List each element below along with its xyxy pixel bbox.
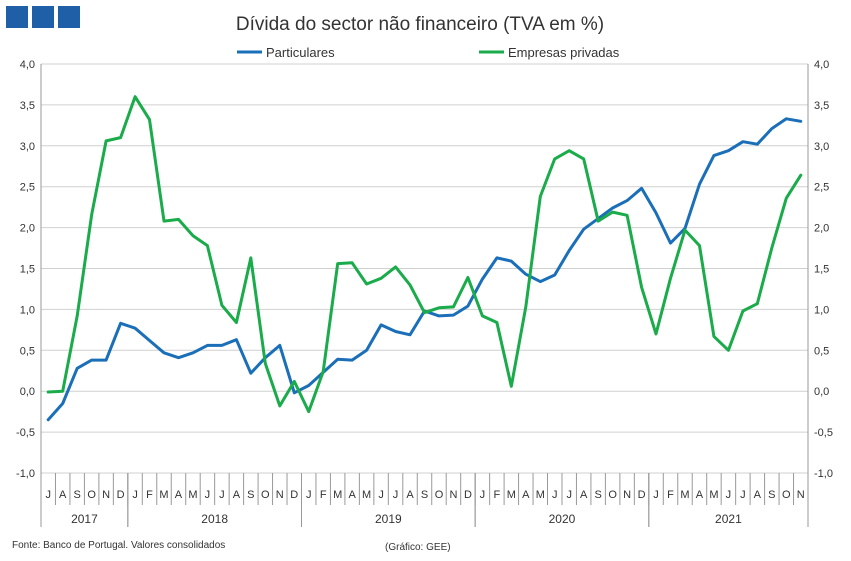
y-tick-label-right: 4,0	[814, 59, 829, 71]
month-label: J	[480, 489, 486, 501]
month-label: M	[536, 489, 545, 501]
month-label: F	[146, 489, 153, 501]
y-axis-left: -1,0 -0,5 0,0 0,5 1,0 1,5 2,0 2,5 3,0 3,5 4,0	[16, 59, 35, 480]
y-tick-label-right: 1,5	[814, 264, 829, 276]
month-label: J	[740, 489, 746, 501]
month-label: J	[306, 489, 312, 501]
month-label: M	[362, 489, 371, 501]
month-label: J	[566, 489, 572, 501]
month-label: J	[653, 489, 659, 501]
month-label: O	[782, 489, 791, 501]
y-tick-label-left: -0,5	[16, 427, 35, 439]
y-tick-label-right: 3,0	[814, 141, 829, 153]
logo-blocks	[6, 6, 80, 28]
month-label: A	[522, 489, 530, 501]
month-label: J	[726, 489, 732, 501]
y-tick-label-right: 2,5	[814, 182, 829, 194]
month-label: J	[393, 489, 399, 501]
month-label: A	[59, 489, 67, 501]
legend-label-particulares: Particulares	[266, 45, 335, 60]
month-label: J	[219, 489, 225, 501]
month-label: N	[102, 489, 110, 501]
month-label: J	[552, 489, 558, 501]
y-tick-label-left: 1,0	[20, 304, 35, 316]
series-line-empresas	[46, 95, 803, 414]
month-label: M	[188, 489, 197, 501]
y-tick-label-right: 2,0	[814, 223, 829, 235]
gridlines	[40, 63, 809, 474]
month-label: A	[696, 489, 704, 501]
source-note: Fonte: Banco de Portugal. Valores consol…	[12, 540, 225, 551]
month-label: A	[580, 489, 588, 501]
month-label: A	[754, 489, 762, 501]
y-tick-label-left: 1,5	[20, 264, 35, 276]
month-label: J	[45, 489, 51, 501]
y-tick-label-right: -1,0	[814, 468, 833, 480]
year-label: 2017	[71, 512, 98, 526]
month-label: J	[378, 489, 384, 501]
logo-block	[58, 6, 80, 28]
y-tick-label-right: -0,5	[814, 427, 833, 439]
month-label: S	[594, 489, 601, 501]
y-tick-label-left: 2,0	[20, 223, 35, 235]
legend: Particulares Empresas privadas	[237, 45, 620, 60]
y-tick-label-left: 3,0	[20, 141, 35, 153]
month-label: A	[175, 489, 183, 501]
month-label: O	[87, 489, 96, 501]
month-label: D	[638, 489, 646, 501]
chart-title: Dívida do sector não financeiro (TVA em …	[236, 14, 604, 35]
y-tick-label-left: 0,5	[20, 345, 35, 357]
credit-note: (Gráfico: GEE)	[385, 542, 451, 553]
month-label: M	[709, 489, 718, 501]
month-label: N	[797, 489, 805, 501]
year-label: 2020	[549, 512, 576, 526]
month-label: D	[290, 489, 298, 501]
month-label: D	[464, 489, 472, 501]
month-label: J	[205, 489, 211, 501]
month-label: M	[333, 489, 342, 501]
y-axis-right: -1,0 -0,5 0,0 0,5 1,0 1,5 2,0 2,5 3,0 3,5 4,0	[814, 59, 833, 480]
month-label: A	[233, 489, 241, 501]
y-tick-label-right: 0,0	[814, 386, 829, 398]
month-label: O	[261, 489, 270, 501]
month-label: A	[348, 489, 356, 501]
month-label: S	[421, 489, 428, 501]
logo-block	[32, 6, 54, 28]
month-label: F	[493, 489, 500, 501]
y-tick-label-left: 4,0	[20, 59, 35, 71]
month-label: S	[768, 489, 775, 501]
y-tick-label-left: 3,5	[20, 100, 35, 112]
year-label: 2019	[375, 512, 402, 526]
logo-block	[6, 6, 28, 28]
year-label: 2021	[715, 512, 742, 526]
series-lines	[46, 95, 803, 422]
month-label: J	[132, 489, 138, 501]
series-line-particulares	[46, 117, 803, 422]
month-label: N	[623, 489, 631, 501]
y-tick-label-left: 0,0	[20, 386, 35, 398]
month-label: D	[117, 489, 125, 501]
month-label: A	[406, 489, 414, 501]
month-label: N	[276, 489, 284, 501]
month-label: N	[449, 489, 457, 501]
month-label: F	[667, 489, 674, 501]
legend-label-empresas: Empresas privadas	[508, 45, 620, 60]
month-label: S	[74, 489, 81, 501]
month-label: O	[435, 489, 444, 501]
month-label: M	[680, 489, 689, 501]
month-label: S	[247, 489, 254, 501]
year-label: 2018	[201, 512, 228, 526]
y-tick-label-right: 3,5	[814, 100, 829, 112]
y-tick-label-right: 1,0	[814, 304, 829, 316]
month-label: M	[159, 489, 168, 501]
month-label: M	[507, 489, 516, 501]
month-label: F	[320, 489, 327, 501]
y-tick-label-left: -1,0	[16, 468, 35, 480]
y-tick-label-left: 2,5	[20, 182, 35, 194]
month-label: O	[608, 489, 617, 501]
y-tick-label-right: 0,5	[814, 345, 829, 357]
